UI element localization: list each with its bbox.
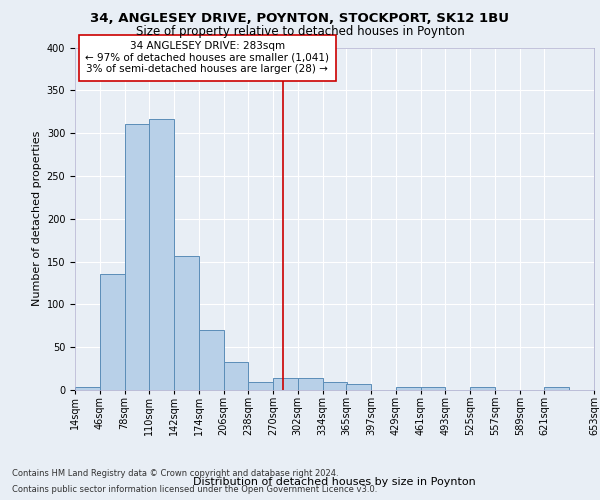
Bar (174, 256, 199, 390)
Bar (248, 382, 273, 390)
Text: Contains HM Land Registry data © Crown copyright and database right 2024.: Contains HM Land Registry data © Crown c… (12, 468, 338, 477)
Bar (125, 124, 149, 390)
Text: Contains public sector information licensed under the Open Government Licence v3: Contains public sector information licen… (12, 485, 377, 494)
Bar (273, 378, 298, 390)
Bar (421, 388, 445, 390)
Text: 34 ANGLESEY DRIVE: 283sqm
← 97% of detached houses are smaller (1,041)
3% of sem: 34 ANGLESEY DRIVE: 283sqm ← 97% of detac… (85, 41, 329, 74)
Y-axis label: Number of detached properties: Number of detached properties (32, 131, 43, 306)
Bar (149, 118, 174, 390)
Text: Size of property relative to detached houses in Poynton: Size of property relative to detached ho… (136, 25, 464, 38)
Bar (323, 382, 347, 390)
Bar (100, 274, 125, 390)
Bar (75, 386, 100, 390)
Text: 34, ANGLESEY DRIVE, POYNTON, STOCKPORT, SK12 1BU: 34, ANGLESEY DRIVE, POYNTON, STOCKPORT, … (91, 12, 509, 26)
X-axis label: Distribution of detached houses by size in Poynton: Distribution of detached houses by size … (193, 476, 476, 486)
Bar (346, 384, 371, 390)
Bar (544, 388, 569, 390)
Bar (298, 378, 323, 390)
Bar (470, 388, 495, 390)
Bar (199, 330, 224, 390)
Bar (224, 362, 248, 390)
Bar (396, 386, 421, 390)
